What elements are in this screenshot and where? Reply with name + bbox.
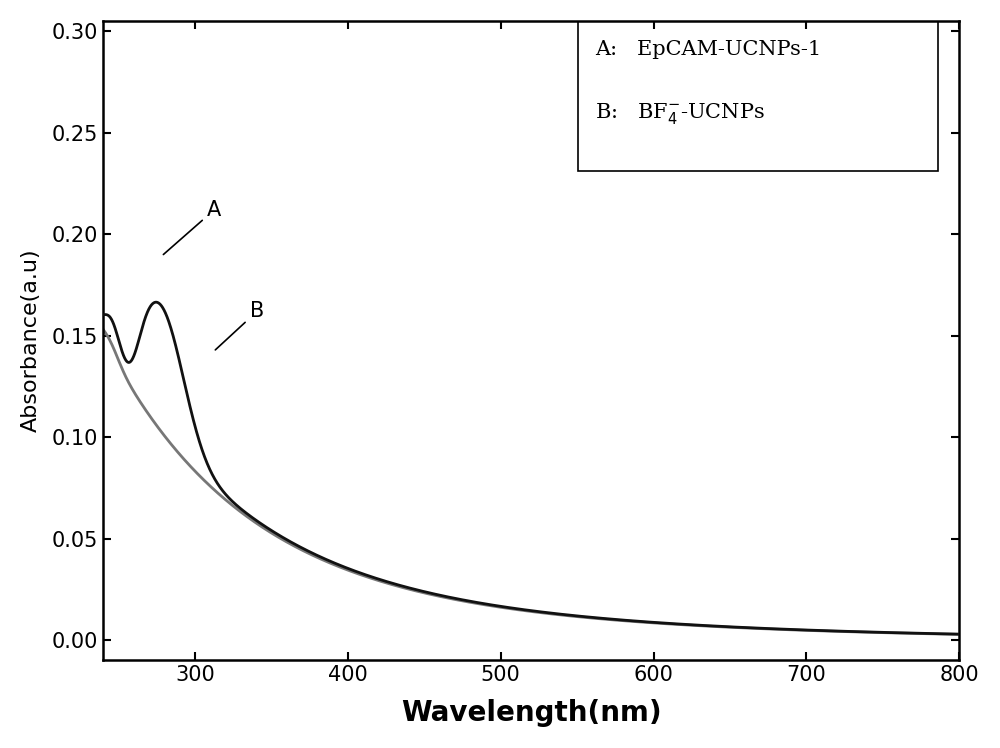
X-axis label: Wavelength(nm): Wavelength(nm)	[401, 699, 662, 727]
Text: A:   EpCAM-UCNPs-1: A: EpCAM-UCNPs-1	[595, 40, 822, 59]
Y-axis label: Absorbance(a.u): Absorbance(a.u)	[21, 249, 41, 432]
Text: B:   BF$_4^{-}$-UCNPs: B: BF$_4^{-}$-UCNPs	[595, 101, 765, 126]
Text: A: A	[163, 200, 221, 254]
Text: B: B	[215, 301, 264, 350]
